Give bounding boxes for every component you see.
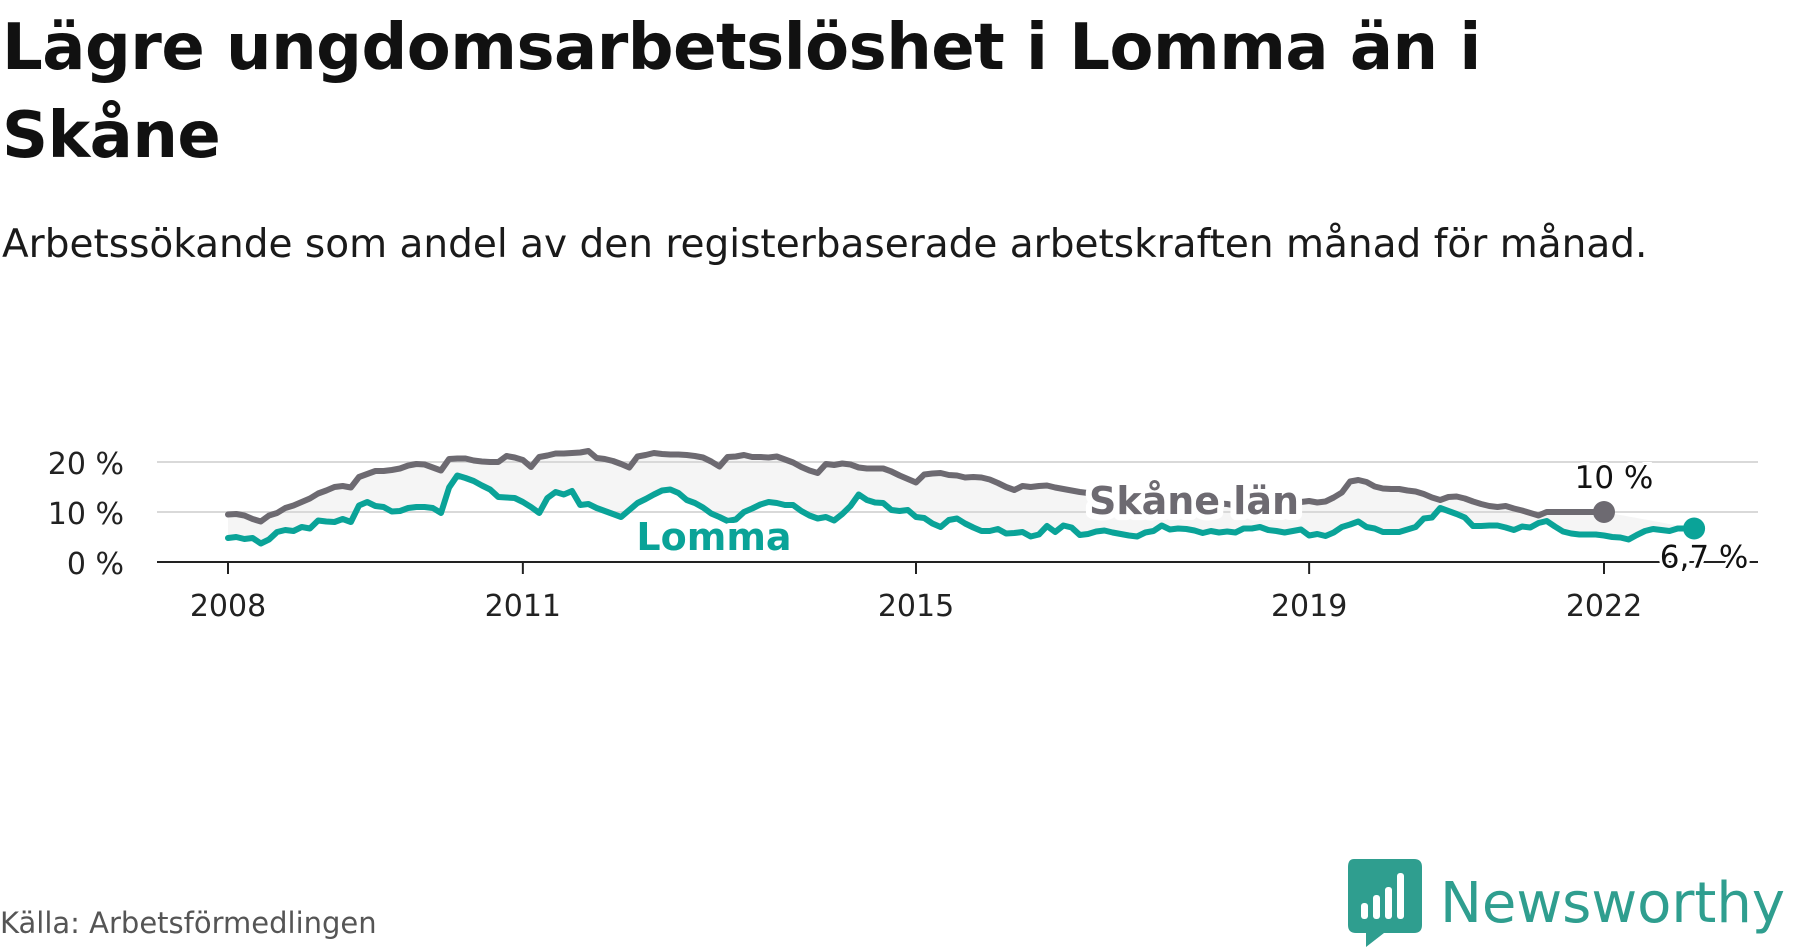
x-ticks: 2008 2011 2015 2019 2022 bbox=[190, 562, 1642, 624]
end-marker-lomma bbox=[1683, 517, 1706, 540]
y-tick-label: 0 % bbox=[67, 547, 124, 582]
x-tick-label: 2015 bbox=[878, 589, 954, 624]
x-tick-label: 2011 bbox=[485, 589, 561, 624]
end-marker-skane bbox=[1592, 501, 1615, 523]
source-note: Källa: Arbetsförmedlingen bbox=[0, 906, 377, 940]
chart-subtitle: Arbetssökande som andel av den registerb… bbox=[2, 222, 1648, 267]
y-tick-labels: 0 % 10 % 20 % bbox=[48, 447, 124, 582]
y-tick-label: 10 % bbox=[48, 497, 124, 532]
x-tick-label: 2008 bbox=[190, 589, 266, 624]
gap-band bbox=[228, 451, 1695, 544]
page-title: Lägre ungdomsarbetslöshet i Lomma än i S… bbox=[2, 11, 1481, 173]
series-label-skane: Skåne län bbox=[1089, 479, 1299, 523]
brand-logo[interactable]: Newsworthy bbox=[1348, 858, 1785, 948]
newsworthy-logo-icon bbox=[1348, 859, 1422, 947]
end-label-lomma: 6,7 % bbox=[1660, 540, 1749, 576]
end-label-skane: 10 % bbox=[1575, 460, 1654, 496]
end-markers: 10 % 6,7 % bbox=[1572, 457, 1752, 579]
series-labels: Skåne län Lomma bbox=[630, 473, 1305, 565]
series-line-lomma bbox=[225, 472, 1698, 547]
x-tick-label: 2019 bbox=[1271, 589, 1347, 624]
y-tick-label: 20 % bbox=[48, 447, 124, 482]
line-chart: 2008 2011 2015 2019 2022 0 % 10 % 20 % Skåne l… bbox=[48, 447, 1758, 624]
x-tick-label: 2022 bbox=[1566, 589, 1642, 624]
series-label-lomma: Lomma bbox=[636, 515, 791, 559]
series-line-skane bbox=[225, 448, 1607, 525]
brand-name: Newsworthy bbox=[1440, 870, 1785, 936]
